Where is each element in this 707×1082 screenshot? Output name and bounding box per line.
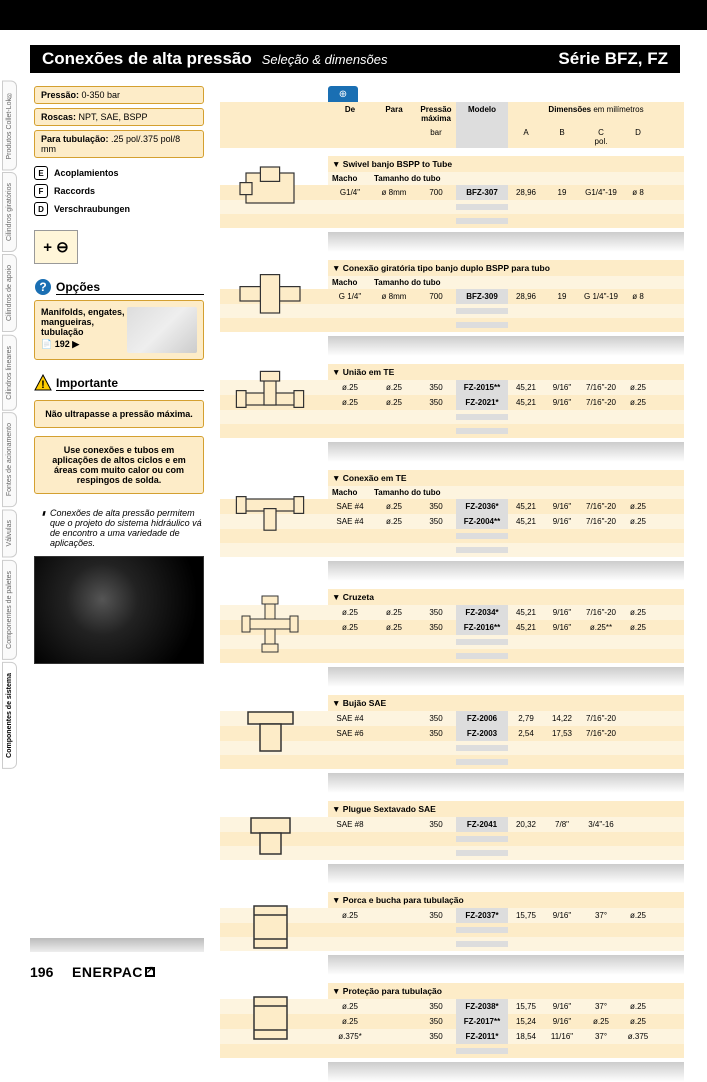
section-subtitle: MachoTamanho do tubo	[328, 172, 684, 185]
table-section: Plugue Sextavado SAESAE #8350FZ-204120,3…	[220, 801, 684, 884]
sidebar-tab[interactable]: Fontes de acionamento	[2, 412, 17, 507]
section-separator	[328, 561, 684, 581]
sidebar-tab[interactable]: Cilindros de apoio	[2, 254, 17, 332]
section-title: União em TE	[328, 364, 684, 380]
note-text: Conexões de alta pressão permitem que o …	[42, 508, 204, 548]
options-header: ? Opções	[34, 278, 204, 296]
info-box: Não ultrapasse a pressão máxima.	[34, 400, 204, 428]
hdr-para: Para	[372, 102, 416, 126]
tab-indicator: ⊕	[328, 86, 358, 102]
section-title: Porca e bucha para tubulação	[328, 892, 684, 908]
language-row: FRaccords	[34, 184, 204, 198]
hdr-d: D	[622, 126, 654, 148]
technical-drawing	[220, 364, 320, 434]
hdr-press-unit: bar	[416, 126, 456, 148]
language-row: EAcoplamientos	[34, 166, 204, 180]
section-title: Swivel banjo BSPP to Tube	[328, 156, 684, 172]
hdr-c-unit: pol.	[582, 137, 620, 146]
title-sub: Seleção & dimensões	[262, 52, 388, 67]
technical-drawing	[220, 260, 320, 330]
hdr-model: Modelo	[456, 102, 508, 126]
section-separator	[328, 667, 684, 687]
hdr-dim: Dimensões	[548, 105, 591, 114]
hdr-a: A	[508, 126, 544, 148]
technical-drawing	[220, 589, 320, 659]
spec-box: Pressão: 0-350 bar	[34, 86, 204, 104]
sidebar-tab[interactable]: Componentes de sistema	[2, 662, 17, 769]
title-main: Conexões de alta pressão	[42, 49, 252, 69]
sidebar-tabs: Produtos Collet-Lok® Cilindros giratórios…	[2, 80, 26, 771]
table-section: Conexão em TEMachoTamanho do tuboSAE #4ø…	[220, 470, 684, 581]
section-title: Conexão giratória tipo banjo duplo BSPP …	[328, 260, 684, 276]
section-subtitle: MachoTamanho do tubo	[328, 486, 684, 499]
section-title: Bujão SAE	[328, 695, 684, 711]
options-title: Opções	[56, 280, 204, 295]
sidebar-tab[interactable]: Componentes de paletes	[2, 560, 17, 660]
technical-drawing	[220, 156, 320, 226]
options-link[interactable]: 📄 192 ▶	[41, 339, 127, 350]
title-series: Série BFZ, FZ	[558, 49, 668, 69]
section-subtitle: MachoTamanho do tubo	[328, 276, 684, 289]
svg-text:!: !	[41, 379, 45, 391]
sidebar-tab[interactable]: Válvulas	[2, 509, 17, 557]
brand-logo: ENERPAC	[72, 964, 155, 980]
table-section: Porca e bucha para tubulaçãoø.25350FZ-20…	[220, 892, 684, 975]
section-separator	[328, 232, 684, 252]
options-text: Manifolds, engates, mangueiras, tubulaçã…	[41, 307, 127, 337]
title-bar: Conexões de alta pressão Seleção & dimen…	[30, 45, 680, 73]
table-section: Conexão giratória tipo banjo duplo BSPP …	[220, 260, 684, 356]
section-separator	[328, 336, 684, 356]
language-row: DVerschraubungen	[34, 202, 204, 216]
info-icon: ?	[34, 278, 52, 296]
section-separator	[328, 442, 684, 462]
technical-drawing	[220, 695, 320, 765]
hdr-dim-unit: em milímetros	[593, 105, 643, 114]
hdr-de: De	[328, 102, 372, 126]
page-number: 196	[30, 964, 53, 980]
svg-text:?: ?	[39, 280, 46, 294]
application-photo	[34, 556, 204, 664]
table-section: União em TEø.25ø.25350FZ-2015**45,219/16…	[220, 364, 684, 462]
section-title: Proteção para tubulação	[328, 983, 684, 999]
note: Conexões de alta pressão permitem que o …	[34, 508, 204, 548]
table-row-empty	[220, 543, 684, 557]
sidebar-tab[interactable]: Cilindros lineares	[2, 335, 17, 411]
info-box: Use conexões e tubos em aplicações de al…	[34, 436, 204, 494]
important-header: ! Importante	[34, 374, 204, 392]
section-title: Conexão em TE	[328, 470, 684, 486]
spec-box: Para tubulação: .25 pol/.375 pol/8 mm	[34, 130, 204, 158]
technical-drawing	[220, 470, 320, 540]
technical-drawing	[220, 892, 320, 962]
fiducial-box: + ⊖	[34, 230, 78, 264]
options-panel: Manifolds, engates, mangueiras, tubulaçã…	[34, 300, 204, 360]
table-section: Bujão SAESAE #4350FZ-20062,7914,227/16"-…	[220, 695, 684, 793]
table-section: Proteção para tubulaçãoø.25350FZ-2038*15…	[220, 983, 684, 1082]
gray-band	[30, 938, 204, 952]
section-separator	[328, 1062, 684, 1082]
table-section: Swivel banjo BSPP to TubeMachoTamanho do…	[220, 156, 684, 252]
section-title: Cruzeta	[328, 589, 684, 605]
section-separator	[328, 955, 684, 975]
warning-icon: !	[34, 374, 52, 392]
important-title: Importante	[56, 376, 204, 391]
section-separator	[328, 773, 684, 793]
sidebar-tab[interactable]: Cilindros giratórios	[2, 172, 17, 252]
table-subheader-row: bar A B Cpol. D	[220, 126, 684, 148]
hdr-press: Pressão máxima	[416, 102, 456, 126]
hdr-b: B	[544, 126, 580, 148]
technical-drawing	[220, 801, 320, 871]
options-image	[127, 307, 197, 353]
sidebar-tab[interactable]: Produtos Collet-Lok®	[2, 80, 17, 170]
section-title: Plugue Sextavado SAE	[328, 801, 684, 817]
technical-drawing	[220, 983, 320, 1053]
spec-box: Roscas: NPT, SAE, BSPP	[34, 108, 204, 126]
hdr-c: C	[582, 128, 620, 137]
table-section: Cruzetaø.25ø.25350FZ-2034*45,219/16"7/16…	[220, 589, 684, 687]
section-separator	[328, 864, 684, 884]
table-header-row: De Para Pressão máxima Modelo Dimensões …	[220, 102, 684, 126]
